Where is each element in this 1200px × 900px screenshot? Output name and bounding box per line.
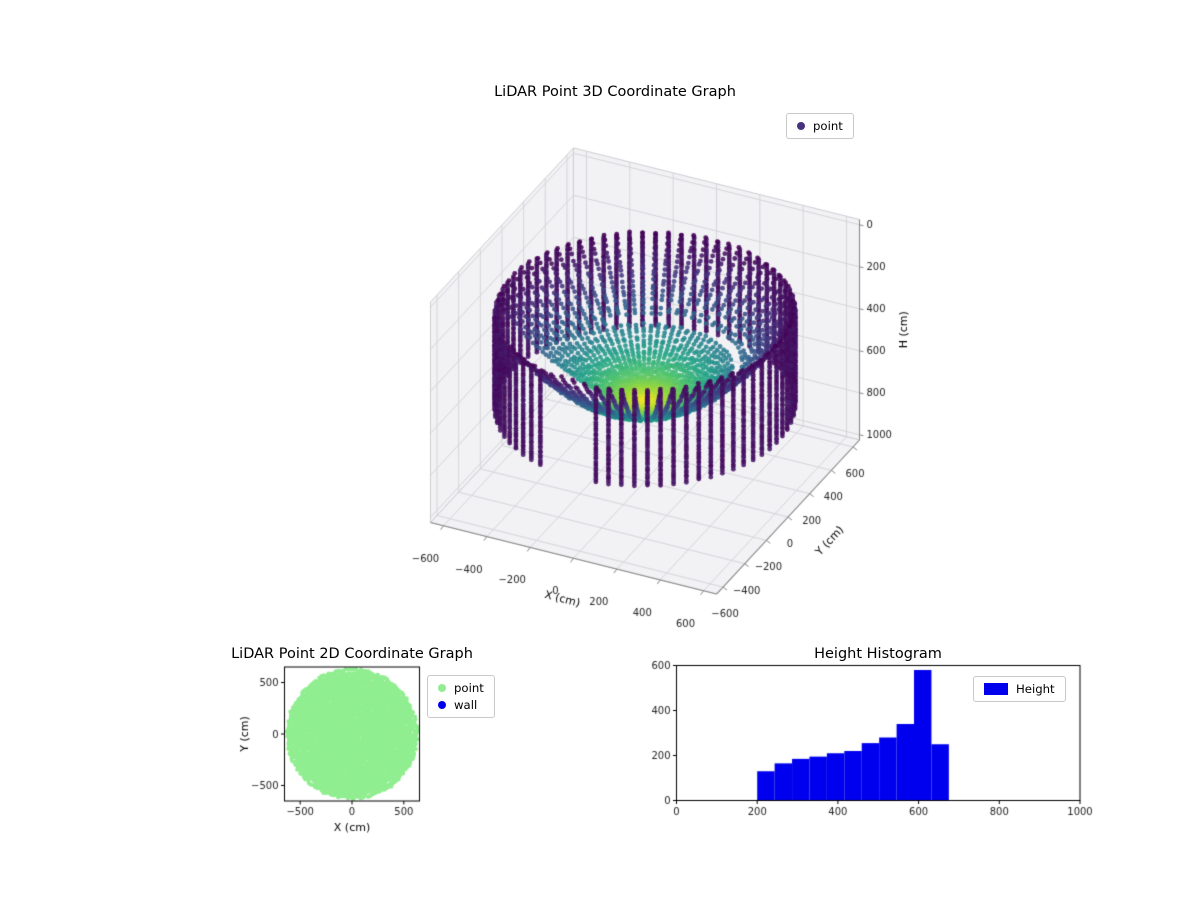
point-marker-icon [797,122,805,130]
wall-marker-icon [438,701,446,709]
height-marker-icon [984,683,1008,695]
plot2d-title: LiDAR Point 2D Coordinate Graph [231,646,473,662]
legend-label: point [813,119,843,133]
plot3d-legend: point [786,113,854,139]
legend-label: point [454,681,484,695]
plot3d-title: LiDAR Point 3D Coordinate Graph [494,84,736,100]
point-marker-icon [438,684,446,692]
legend-entry-point3d: point [797,119,843,133]
legend-label: wall [454,698,478,712]
legend-label: Height [1016,682,1055,696]
legend-entry-wall2d: wall [438,698,484,712]
hist-legend: Height [973,676,1066,702]
plot2d-legend: point wall [427,675,495,718]
legend-entry-height: Height [984,682,1055,696]
legend-entry-point2d: point [438,681,484,695]
hist-title: Height Histogram [814,646,942,662]
